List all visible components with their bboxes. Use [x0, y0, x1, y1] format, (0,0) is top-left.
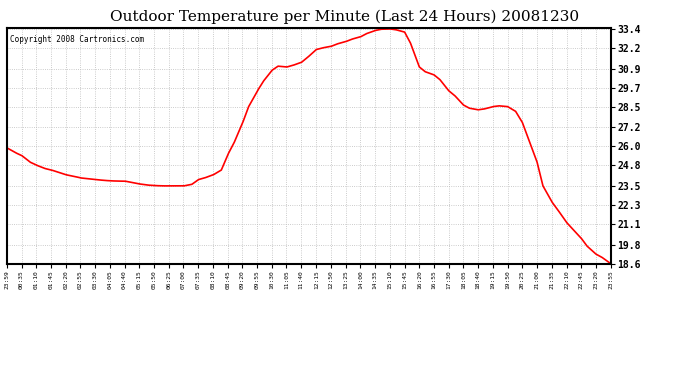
Text: Outdoor Temperature per Minute (Last 24 Hours) 20081230: Outdoor Temperature per Minute (Last 24 … — [110, 9, 580, 24]
Text: Copyright 2008 Cartronics.com: Copyright 2008 Cartronics.com — [10, 35, 144, 44]
